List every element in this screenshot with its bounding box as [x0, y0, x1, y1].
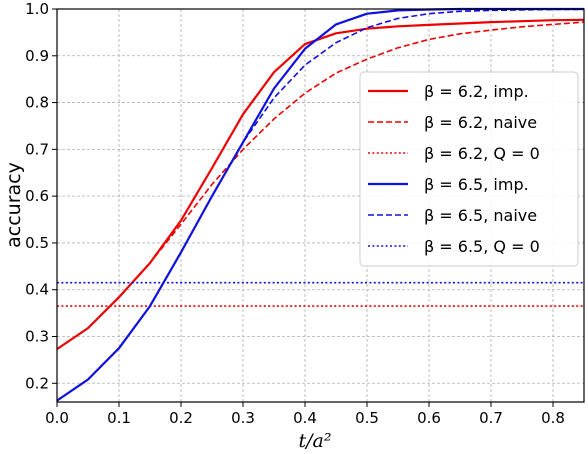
- y-tick-label: 0.2: [25, 374, 49, 392]
- y-tick-label: 0.6: [25, 187, 49, 205]
- legend-label: β = 6.5, naive: [424, 206, 537, 225]
- y-tick-label: 0.3: [25, 328, 49, 346]
- x-tick-label: 0.7: [479, 409, 503, 427]
- y-tick-label: 0.8: [25, 94, 49, 112]
- y-tick-label: 1.0: [25, 0, 49, 18]
- legend-label: β = 6.5, Q = 0: [424, 237, 540, 256]
- x-tick-label: 0.2: [169, 409, 193, 427]
- x-tick-label: 0.4: [293, 409, 317, 427]
- x-tick-label: 0.5: [355, 409, 379, 427]
- y-tick-label: 0.9: [25, 47, 49, 65]
- x-tick-label: 0.3: [231, 409, 255, 427]
- legend-box: [359, 71, 579, 267]
- x-tick-label: 0.6: [417, 409, 441, 427]
- y-axis-label: accuracy: [3, 162, 25, 248]
- x-axis-label: t/a²: [299, 430, 332, 452]
- plot-frame: [56, 8, 585, 403]
- legend: β = 6.2, imp. β = 6.2, naive β = 6.2, Q = …: [359, 71, 579, 267]
- y-tick-label: 0.4: [25, 281, 49, 299]
- ticks: 0.0 0.1 0.2 0.3 0.4 0.5 0.6 0.7 0.8 0.2 0.3 0.4 0.5 0…: [25, 0, 565, 427]
- series-line-2: [56, 21, 585, 350]
- series-line-5: [56, 8, 584, 402]
- legend-label: β = 6.5, imp.: [424, 175, 529, 194]
- legend-label: β = 6.2, naive: [424, 113, 537, 132]
- y-tick-label: 0.7: [25, 140, 49, 158]
- legend-label: β = 6.2, Q = 0: [424, 144, 540, 163]
- y-tick-label: 0.5: [25, 234, 49, 252]
- x-tick-label: 0.8: [541, 409, 565, 427]
- x-tick-label: 0.1: [107, 409, 131, 427]
- legend-label: β = 6.2, imp.: [424, 82, 529, 101]
- x-tick-label: 0.0: [45, 409, 69, 427]
